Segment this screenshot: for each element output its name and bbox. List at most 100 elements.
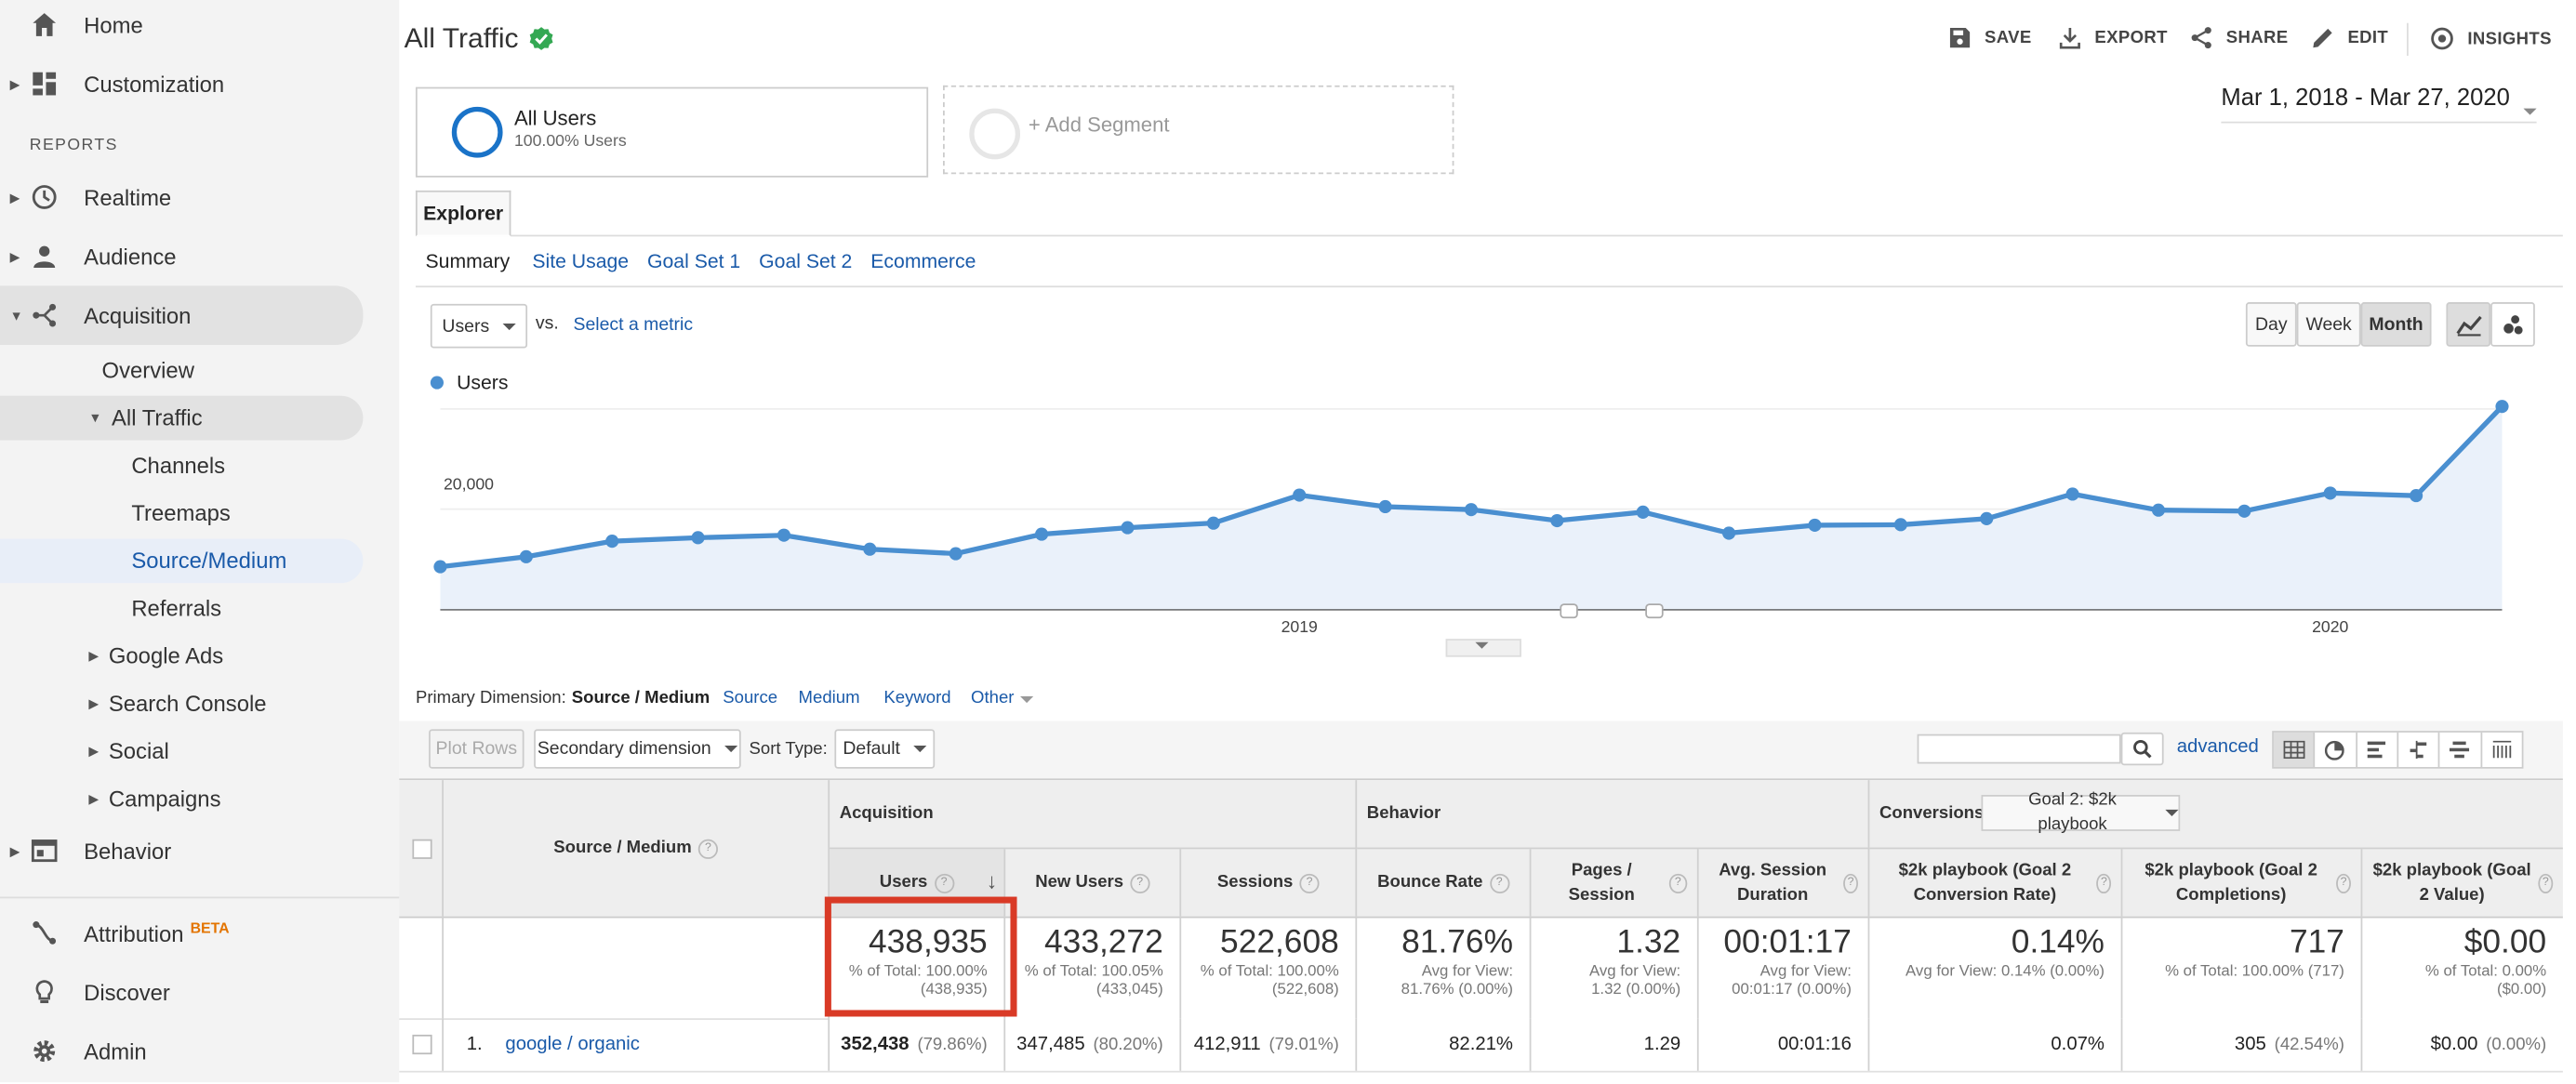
group-behavior: Behavior: [1357, 780, 1870, 850]
date-range-picker[interactable]: Mar 1, 2018 - Mar 27, 2020: [2221, 85, 2537, 124]
data-point: [1980, 511, 1994, 525]
subtab-goal-set-1[interactable]: Goal Set 1: [647, 249, 741, 273]
data-point: [1550, 513, 1564, 528]
column-header-goal2-conversion-rate[interactable]: $2k playbook (Goal 2 Conversion Rate)?: [1869, 849, 2123, 917]
metric-select[interactable]: Users: [430, 303, 528, 349]
totals-label-cell: [399, 916, 830, 1021]
search-button[interactable]: [2120, 732, 2164, 766]
nav-referrals[interactable]: Referrals: [131, 595, 222, 620]
comparison-view-button[interactable]: [2398, 732, 2440, 767]
performance-view-button[interactable]: [2357, 732, 2399, 767]
dimension-medium[interactable]: Medium: [798, 688, 860, 708]
download-icon: [2059, 28, 2080, 49]
save-icon: [1949, 28, 1971, 48]
page-title: All Traffic: [404, 22, 519, 55]
secondary-dimension-select[interactable]: Secondary dimension: [534, 729, 741, 769]
nav-social[interactable]: ▶ Social: [88, 738, 169, 763]
data-table-view-button[interactable]: [2273, 732, 2316, 767]
nav-search-console[interactable]: ▶ Search Console: [88, 690, 267, 716]
select-all-checkbox[interactable]: [412, 839, 432, 859]
subtab-goal-set-2[interactable]: Goal Set 2: [759, 249, 853, 273]
dropdown-arrow-icon: [2165, 809, 2179, 816]
pie-view-button[interactable]: [2316, 732, 2357, 767]
total-detail: % of Total: 100.00% (717): [2165, 962, 2344, 981]
column-header-pages-session[interactable]: Pages / Session?: [1531, 849, 1699, 917]
source-medium-highlight: [0, 538, 364, 584]
segment-title: All Users: [513, 106, 597, 130]
tab-explorer[interactable]: Explorer: [415, 190, 511, 237]
nav-treemaps[interactable]: Treemaps: [131, 499, 231, 525]
subtab-ecommerce[interactable]: Ecommerce: [870, 249, 976, 273]
table-toolbar: [399, 720, 2563, 779]
insights-button[interactable]: INSIGHTS: [2430, 26, 2552, 50]
nav-campaigns[interactable]: ▶ Campaigns: [88, 786, 221, 811]
help-icon: ?: [2336, 872, 2351, 893]
subtab-summary[interactable]: Summary: [425, 249, 511, 273]
sort-descending-icon[interactable]: ↓: [986, 868, 998, 894]
segment-all-users[interactable]: All Users 100.00% Users: [415, 86, 929, 178]
table-search-input[interactable]: [1917, 734, 2121, 764]
total-sessions: 522,608% of Total: 100.00% (522,608): [1181, 916, 1358, 1019]
chart-collapse-handle[interactable]: [1445, 639, 1521, 657]
row-dimension-cell: 1. google / organic: [444, 1018, 830, 1071]
nav-google-ads[interactable]: ▶ Google Ads: [88, 642, 224, 668]
edit-button[interactable]: EDIT: [2312, 26, 2389, 49]
plot-rows-button[interactable]: Plot Rows: [429, 729, 524, 769]
data-point: [1378, 499, 1392, 514]
data-point: [1808, 518, 1822, 532]
subtab-site-usage[interactable]: Site Usage: [532, 249, 630, 273]
add-segment-label: + Add Segment: [1028, 112, 1170, 137]
motion-chart-view-button[interactable]: [2490, 302, 2535, 347]
dimension-source-medium[interactable]: Source / Medium: [571, 688, 710, 708]
total-detail: (522,608): [1271, 980, 1339, 999]
column-header-goal2-value[interactable]: $2k playbook (Goal 2 Value)?: [2362, 849, 2563, 916]
advanced-link[interactable]: advanced: [2176, 737, 2259, 758]
nav-source-medium[interactable]: Source/Medium: [131, 548, 287, 573]
day-button[interactable]: Day: [2245, 302, 2297, 347]
column-header-goal2-completions[interactable]: $2k playbook (Goal 2 Completions)?: [2122, 849, 2363, 917]
nav-channels[interactable]: Channels: [131, 452, 226, 478]
person-icon: [30, 242, 60, 271]
column-header-avg-session-duration[interactable]: Avg. Session Duration?: [1699, 849, 1870, 917]
select-metric-link[interactable]: Select a metric: [573, 315, 694, 336]
row-checkbox[interactable]: [412, 1034, 432, 1055]
total-goal2-value: $0.00% of Total: 0.00% ($0.00): [2362, 917, 2563, 1019]
term-cloud-view-button[interactable]: [2440, 732, 2482, 767]
share-button[interactable]: SHARE: [2190, 26, 2289, 49]
dimension-keyword[interactable]: Keyword: [883, 688, 951, 708]
add-segment-button[interactable]: + Add Segment: [943, 85, 1454, 175]
select-col-header: [399, 780, 444, 917]
save-button[interactable]: SAVE: [1948, 26, 2031, 49]
nav-all-traffic[interactable]: ▼ All Traffic: [88, 404, 203, 430]
date-range-label: Mar 1, 2018 - Mar 27, 2020: [2221, 85, 2510, 112]
row-dimension-link[interactable]: google / organic: [505, 1034, 640, 1055]
grid-icon: [2282, 740, 2304, 760]
line-chart-view-button[interactable]: [2446, 302, 2491, 347]
dimension-other[interactable]: Other: [971, 688, 1034, 707]
dimension-source[interactable]: Source: [723, 688, 778, 708]
goal-select[interactable]: Goal 2: $2k playbook: [1981, 790, 2181, 834]
total-new-users: 433,272% of Total: 100.05% (433,045): [1005, 916, 1182, 1019]
month-button[interactable]: Month: [2360, 302, 2432, 347]
pivot-view-button[interactable]: [2482, 733, 2522, 767]
total-detail: % of Total: 0.00%: [2424, 962, 2547, 981]
column-header-new-users[interactable]: New Users?: [1005, 849, 1182, 917]
caret-right-icon: ▶: [9, 248, 20, 264]
total-value: 438,935: [868, 924, 988, 961]
column-header-bounce-rate[interactable]: Bounce Rate?: [1357, 849, 1532, 917]
column-header-users[interactable]: Users? ↓: [830, 849, 1006, 917]
search-icon: [2133, 740, 2152, 759]
total-bounce-rate: 81.76% Avg for View: 81.76% (0.00%): [1357, 916, 1532, 1019]
column-header-label: $2k playbook (Goal 2 Value): [2372, 859, 2531, 905]
toolbar-divider: [2407, 22, 2409, 57]
column-header-sessions[interactable]: Sessions?: [1181, 849, 1358, 917]
nav-overview[interactable]: Overview: [101, 357, 194, 382]
sidebar-divider: [0, 896, 400, 899]
dimension-header[interactable]: Source / Medium?: [444, 780, 830, 917]
sort-type-select[interactable]: Default: [834, 729, 936, 769]
pencil-icon: [2313, 28, 2332, 48]
annotation-marker-icon: [1645, 603, 1664, 619]
week-button[interactable]: Week: [2296, 302, 2361, 347]
export-button[interactable]: EXPORT: [2059, 26, 2168, 49]
table-header-bg: [399, 780, 2563, 919]
